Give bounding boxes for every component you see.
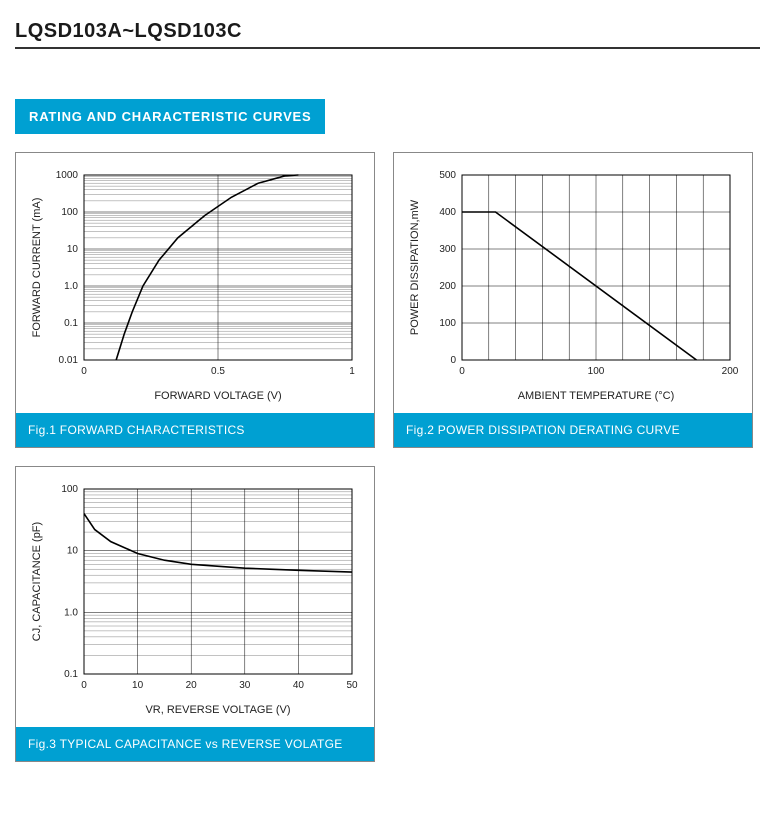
svg-text:10: 10 — [67, 244, 79, 255]
svg-text:10: 10 — [67, 546, 79, 557]
svg-text:20: 20 — [186, 680, 198, 691]
page-title: LQSD103A~LQSD103C — [15, 20, 242, 42]
svg-text:1.0: 1.0 — [64, 281, 78, 292]
svg-text:0.01: 0.01 — [59, 355, 79, 366]
svg-text:10: 10 — [132, 680, 144, 691]
chart-caption-fig1: Fig.1 FORWARD CHARACTERISTICS — [16, 413, 374, 447]
svg-text:AMBIENT TEMPERATURE (°C): AMBIENT TEMPERATURE (°C) — [518, 390, 675, 402]
svg-text:100: 100 — [61, 484, 78, 495]
svg-text:400: 400 — [439, 207, 456, 218]
chart-svg-fig3: 0 10 20 30 40 50 0.1 1.0 10 100 VR, REVERSE VOLTAG… — [24, 479, 364, 719]
charts-grid: 00.510.010.11.0101001000FORWARD VOLTAGE … — [15, 152, 760, 762]
svg-text:FORWARD VOLTAGE (V): FORWARD VOLTAGE (V) — [154, 390, 281, 402]
svg-text:0: 0 — [81, 366, 87, 377]
svg-text:300: 300 — [439, 244, 456, 255]
chart-caption-fig2: Fig.2 POWER DISSIPATION DERATING CURVE — [394, 413, 752, 447]
chart-svg-fig1: 0 0.5 1 0.01 0.1 1.0 10 100 1000 FORWARD VOLTAGE … — [24, 165, 364, 405]
svg-text:0.1: 0.1 — [64, 669, 78, 680]
svg-text:CJ, CAPACITANCE (pF): CJ, CAPACITANCE (pF) — [31, 522, 43, 641]
svg-text:200: 200 — [439, 281, 456, 292]
svg-text:40: 40 — [293, 680, 305, 691]
svg-text:200: 200 — [722, 366, 739, 377]
svg-text:0: 0 — [81, 680, 87, 691]
chart-body-fig3: 0 10 20 30 40 50 0.1 1.0 10 100 VR, REVERSE VOLTAG… — [16, 467, 374, 727]
section-header: RATING AND CHARACTERISTIC CURVES — [15, 99, 325, 134]
svg-text:30: 30 — [239, 680, 251, 691]
svg-text:0.1: 0.1 — [64, 318, 78, 329]
chart-card-fig3: 0 10 20 30 40 50 0.1 1.0 10 100 VR, REVERSE VOLTAG… — [15, 466, 375, 762]
chart-card-fig2: 0 100 200 0 100 200 300 400 500 AMBIENT TEMPERATU… — [393, 152, 753, 448]
svg-text:1: 1 — [349, 366, 355, 377]
svg-text:0: 0 — [459, 366, 465, 377]
svg-text:50: 50 — [346, 680, 358, 691]
svg-text:VR, REVERSE VOLTAGE (V): VR, REVERSE VOLTAGE (V) — [145, 704, 290, 716]
chart-body-fig2: 0 100 200 0 100 200 300 400 500 AMBIENT TEMPERATU… — [394, 153, 752, 413]
svg-text:100: 100 — [61, 207, 78, 218]
svg-text:POWER DISSIPATION,mW: POWER DISSIPATION,mW — [409, 199, 421, 335]
chart-caption-fig3: Fig.3 TYPICAL CAPACITANCE vs REVERSE VOL… — [16, 727, 374, 761]
svg-text:100: 100 — [588, 366, 605, 377]
svg-text:0.5: 0.5 — [211, 366, 225, 377]
svg-text:500: 500 — [439, 170, 456, 181]
title-bar: LQSD103A~LQSD103C — [15, 20, 760, 49]
svg-text:1.0: 1.0 — [64, 607, 78, 618]
chart-card-fig1: 0 0.5 1 0.01 0.1 1.0 10 100 1000 FORWARD VOLTAGE … — [15, 152, 375, 448]
svg-text:1000: 1000 — [56, 170, 79, 181]
chart-svg-fig2: 0 100 200 0 100 200 300 400 500 AMBIENT TEMPERATU… — [402, 165, 742, 405]
chart-body-fig1: 0 0.5 1 0.01 0.1 1.0 10 100 1000 FORWARD VOLTAGE … — [16, 153, 374, 413]
svg-text:FORWARD CURRENT (mA): FORWARD CURRENT (mA) — [31, 198, 43, 338]
svg-text:0: 0 — [450, 355, 456, 366]
svg-text:100: 100 — [439, 318, 456, 329]
